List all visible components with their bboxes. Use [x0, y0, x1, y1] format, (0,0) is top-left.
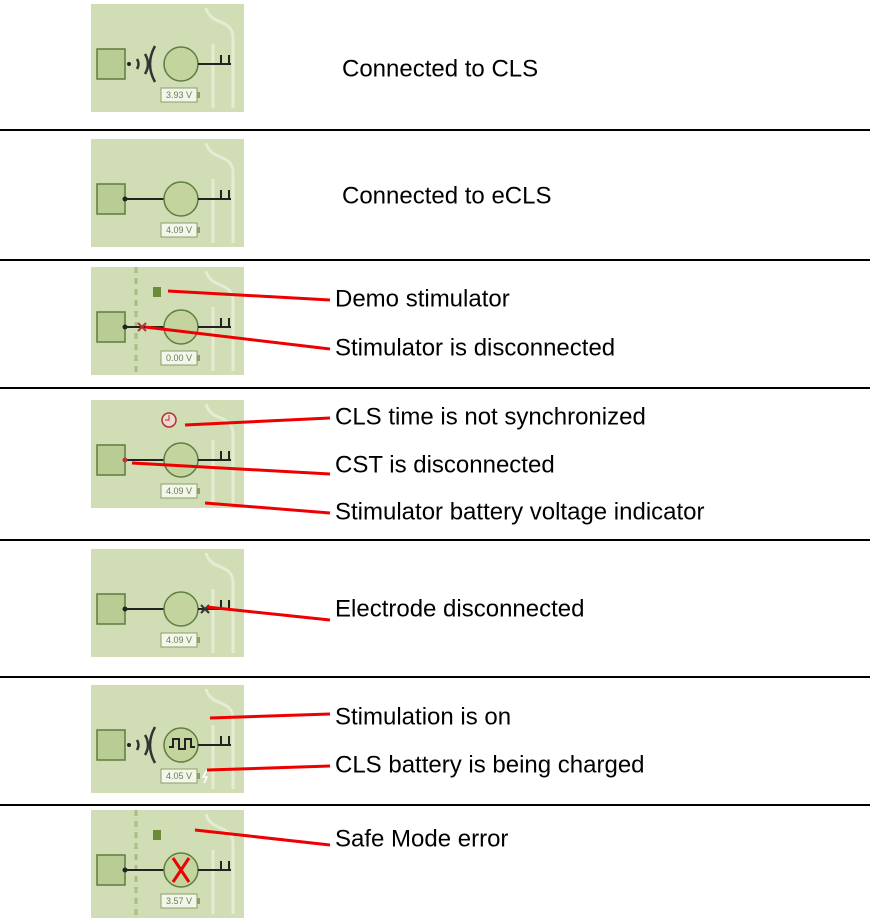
battery-tip	[197, 898, 200, 904]
status-icon: 3.57 V	[91, 810, 244, 918]
battery-voltage: 4.05 V	[166, 771, 192, 781]
battery-voltage: 4.09 V	[166, 225, 192, 235]
cls-circle	[163, 727, 199, 763]
stimulator-box	[96, 183, 126, 215]
link-dot	[122, 606, 128, 612]
demo-chip	[153, 830, 161, 840]
status-label: Connected to CLS	[342, 55, 538, 82]
callout-line	[144, 325, 331, 351]
battery-tip	[197, 92, 200, 98]
battery-tip	[197, 488, 200, 494]
status-icon: 4.05 V	[91, 685, 244, 793]
callout-line	[131, 461, 331, 476]
stimulator-box	[96, 48, 126, 80]
battery-voltage: 3.93 V	[166, 90, 192, 100]
clock-hands	[165, 415, 170, 421]
body-outline	[204, 270, 235, 371]
battery-voltage: 4.09 V	[166, 635, 192, 645]
callout-line	[204, 501, 331, 515]
status-label: Demo stimulator	[335, 285, 510, 312]
demo-chip	[153, 287, 161, 297]
status-icon: 0.00 V	[91, 267, 244, 375]
cls-circle	[163, 591, 199, 627]
battery-tip	[197, 355, 200, 361]
electrode	[198, 451, 231, 461]
status-label: Stimulator battery voltage indicator	[335, 498, 705, 525]
stim-wave	[169, 738, 195, 750]
disconnect-x	[137, 322, 147, 332]
cls-circle	[163, 46, 199, 82]
callout-line	[206, 764, 331, 772]
stimulator-box	[96, 444, 126, 476]
link-dot	[122, 196, 128, 202]
electrode	[198, 318, 231, 328]
callout-line	[206, 605, 331, 622]
status-icon: 4.09 V	[91, 549, 244, 657]
cls-circle	[163, 181, 199, 217]
status-label: CST is disconnected	[335, 451, 555, 478]
body-outline	[204, 813, 235, 914]
body-outline	[204, 403, 235, 504]
body-outline	[204, 552, 235, 653]
error-x	[171, 857, 191, 883]
link-dot	[122, 457, 128, 463]
link-dot	[122, 867, 128, 873]
status-icon: 4.09 V	[91, 400, 244, 508]
status-label: CLS battery is being charged	[335, 751, 645, 778]
electrode	[198, 861, 231, 871]
link-dot	[127, 62, 131, 66]
battery-tip	[197, 773, 200, 779]
cls-circle	[163, 309, 199, 345]
status-label: CLS time is not synchronized	[335, 403, 646, 430]
battery-voltage: 0.00 V	[166, 353, 192, 363]
stimulator-box	[96, 593, 126, 625]
callout-line	[184, 416, 331, 427]
status-label: Safe Mode error	[335, 825, 508, 852]
electrode	[198, 190, 231, 200]
status-label: Stimulator is disconnected	[335, 334, 615, 361]
link-dot	[122, 324, 128, 330]
charge-bolt	[201, 769, 209, 784]
body-outline	[204, 7, 235, 108]
wireless-arcs	[135, 45, 157, 83]
link-dot	[127, 743, 131, 747]
battery-voltage: 4.09 V	[166, 486, 192, 496]
status-label: Electrode disconnected	[335, 595, 585, 622]
battery-tip	[197, 637, 200, 643]
callout-line	[167, 289, 331, 302]
cls-circle	[163, 442, 199, 478]
electrode	[198, 55, 231, 65]
status-icon: 4.09 V	[91, 139, 244, 247]
body-outline	[204, 142, 235, 243]
stimulator-box	[96, 854, 126, 886]
status-icon: 3.93 V	[91, 4, 244, 112]
stimulator-box	[96, 311, 126, 343]
status-label: Stimulation is on	[335, 703, 511, 730]
callout-line	[194, 828, 331, 847]
battery-tip	[197, 227, 200, 233]
callout-line	[209, 712, 331, 720]
wireless-arcs	[135, 726, 157, 764]
status-label: Connected to eCLS	[342, 182, 551, 209]
stimulator-box	[96, 729, 126, 761]
battery-voltage: 3.57 V	[166, 896, 192, 906]
electrode	[198, 736, 231, 746]
